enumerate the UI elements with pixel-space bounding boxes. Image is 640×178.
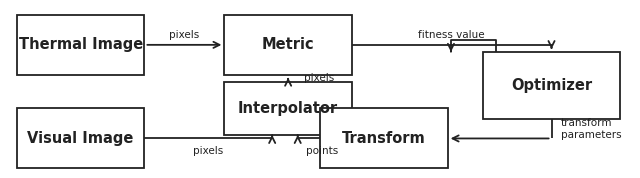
Text: Thermal Image: Thermal Image [19, 37, 143, 52]
Text: Interpolator: Interpolator [238, 101, 338, 116]
Text: fitness value: fitness value [419, 30, 485, 40]
Text: pixels: pixels [304, 73, 334, 83]
Text: Visual Image: Visual Image [28, 131, 134, 146]
Text: Optimizer: Optimizer [511, 78, 592, 93]
Text: pixels: pixels [193, 146, 223, 156]
Bar [17, 15, 145, 75]
Bar [224, 82, 352, 135]
Text: Metric: Metric [262, 37, 314, 52]
Bar [17, 108, 145, 168]
Text: transform
parameters: transform parameters [561, 118, 621, 140]
Text: Transform: Transform [342, 131, 426, 146]
Text: points: points [305, 146, 338, 156]
Bar [224, 15, 352, 75]
Bar [483, 52, 620, 119]
Bar [320, 108, 448, 168]
Text: pixels: pixels [169, 30, 200, 40]
